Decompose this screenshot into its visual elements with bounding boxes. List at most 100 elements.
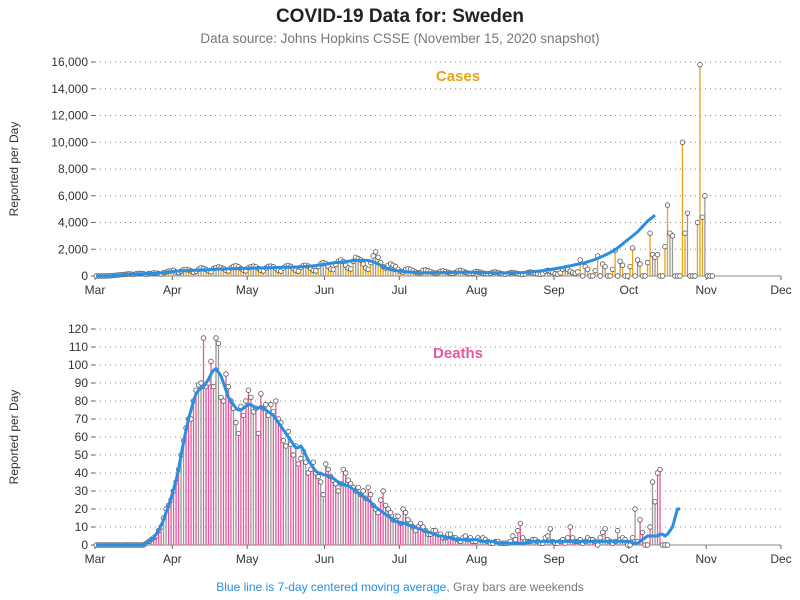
cases-bar-marker	[709, 273, 716, 279]
cases-xtick-label: Sep	[543, 283, 565, 297]
deaths-bar-marker	[515, 527, 521, 534]
deaths-bar-marker	[400, 506, 406, 512]
deaths-bar-marker	[200, 335, 207, 341]
cases-bar-marker	[375, 254, 381, 260]
deaths-bar-marker	[295, 461, 302, 467]
deaths-bar-marker	[240, 412, 247, 419]
cases-bar-marker	[684, 210, 691, 216]
cases-xtick-label: Jun	[315, 283, 334, 297]
cases-bar-marker	[607, 273, 613, 279]
cases-ytick-label: 4,000	[58, 216, 88, 230]
cases-ytick-label: 10,000	[51, 135, 88, 149]
deaths-bar-marker	[235, 430, 242, 437]
deaths-xtick-label: Aug	[466, 552, 487, 566]
cases-bar-marker	[679, 139, 686, 145]
deaths-bar-marker	[567, 524, 573, 530]
deaths-bar-marker	[512, 536, 519, 543]
cases-xtick-label: Dec	[770, 283, 791, 297]
cases-xtick-label: Jul	[392, 283, 407, 297]
moving-average-note: Blue line is 7-day centered moving avera…	[216, 580, 450, 594]
legend-note: Blue line is 7-day centered moving avera…	[0, 580, 800, 594]
deaths-bar-marker	[382, 502, 389, 509]
cases-ytick-label: 16,000	[51, 55, 88, 69]
deaths-bar-marker	[345, 477, 351, 483]
cases-panel: 0 2,000 4,000 6,000 8,000 10,000 12,000 14,000 1…	[7, 55, 792, 297]
deaths-bar-marker	[208, 358, 214, 365]
cases-bar-marker	[694, 219, 701, 226]
cases-bar-marker	[574, 269, 581, 275]
cases-bar-marker	[637, 261, 643, 267]
deaths-bar-marker	[255, 430, 262, 437]
cases-bar-marker	[602, 263, 608, 270]
cases-panel-title: Cases	[436, 68, 480, 85]
deaths-bar-marker	[245, 387, 252, 393]
deaths-bar-marker	[263, 401, 269, 408]
deaths-bar-marker	[602, 526, 608, 532]
deaths-bar-marker	[343, 470, 349, 476]
cases-bar-marker	[372, 249, 379, 255]
deaths-xtick-label: Mar	[85, 552, 106, 566]
cases-ytick-label: 12,000	[51, 109, 88, 123]
deaths-ytick-label: 30	[75, 484, 89, 498]
deaths-bar-marker	[417, 520, 424, 527]
cases-bar-marker	[584, 266, 591, 273]
cases-bar-marker	[634, 257, 641, 263]
deaths-ytick-label: 100	[68, 358, 88, 372]
cases-bar-marker	[654, 251, 661, 258]
deaths-xtick-label: May	[236, 552, 259, 566]
cases-bar-marker	[647, 230, 653, 236]
cases-bar-marker	[577, 257, 583, 263]
cases-bar-marker	[692, 273, 698, 279]
cases-bar-marker	[659, 273, 666, 279]
deaths-bar-marker	[594, 542, 601, 548]
deaths-bar-marker	[318, 479, 324, 485]
deaths-xtick-label: Jul	[392, 552, 407, 566]
deaths-bar-marker	[268, 401, 274, 408]
cases-moving-average-line	[96, 213, 656, 278]
deaths-bar-marker	[323, 461, 329, 467]
deaths-xtick-label: Apr	[163, 552, 182, 566]
deaths-xtick-label: Dec	[770, 552, 791, 566]
deaths-bar-marker	[367, 491, 374, 498]
cases-bar-marker	[682, 230, 688, 236]
deaths-bar-marker	[325, 466, 331, 473]
deaths-ytick-label: 60	[75, 430, 89, 444]
cases-bar-marker	[664, 202, 671, 208]
cases-bar-marker	[313, 268, 319, 274]
deaths-bar-marker	[639, 529, 646, 536]
deaths-bar-marker	[547, 526, 553, 532]
cases-xtick-label: Apr	[163, 283, 182, 297]
deaths-bar-marker	[315, 473, 321, 480]
deaths-ytick-label: 50	[75, 448, 89, 462]
deaths-bar-marker	[597, 535, 603, 541]
cases-bar-marker	[592, 267, 598, 274]
deaths-ytick-label: 120	[68, 322, 88, 336]
cases-bar-marker	[330, 266, 336, 273]
deaths-bar-marker	[565, 535, 571, 541]
cases-bar-marker	[629, 245, 636, 251]
cases-xtick-label: Oct	[619, 283, 638, 297]
deaths-panel-title: Deaths	[433, 345, 483, 362]
deaths-bar-marker	[355, 484, 361, 491]
cases-ytick-label: 2,000	[58, 242, 88, 256]
deaths-bar-marker	[233, 419, 239, 426]
deaths-bar-marker	[517, 520, 524, 527]
deaths-bar-marker	[215, 340, 222, 347]
deaths-bar-marker	[218, 394, 224, 401]
chart-title: COVID-19 Data for: Sweden	[275, 6, 525, 27]
deaths-bar-marker	[629, 535, 636, 541]
cases-xtick-label: Mar	[85, 283, 106, 297]
deaths-xtick-label: Sep	[543, 552, 565, 566]
deaths-bar-marker	[258, 391, 264, 397]
cases-bar-marker	[669, 233, 676, 239]
deaths-bar-marker	[298, 455, 304, 462]
deaths-bar-marker	[520, 535, 526, 541]
deaths-bar-marker	[223, 371, 229, 377]
deaths-xtick-label: Oct	[619, 552, 638, 566]
deaths-ytick-label: 110	[69, 340, 88, 354]
cases-bar-marker	[644, 259, 651, 266]
cases-ylabel: Reported per Day	[7, 122, 21, 217]
cases-bar-marker	[699, 214, 706, 220]
cases-xtick-label: May	[236, 283, 259, 297]
deaths-bar-marker	[380, 488, 386, 494]
